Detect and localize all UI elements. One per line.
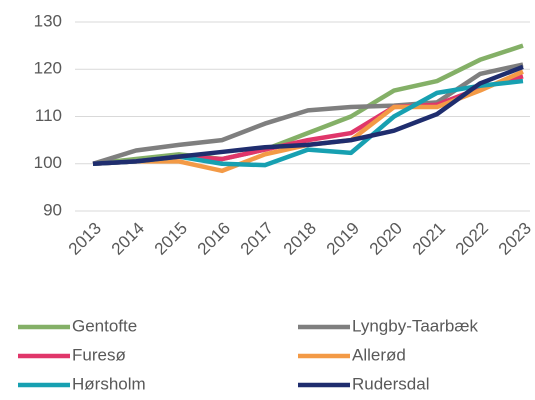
y-tick-label: 100 [34, 153, 62, 172]
x-tick-label: 2014 [108, 219, 148, 259]
x-tick-label: 2015 [151, 219, 191, 259]
series-line [92, 43, 524, 166]
series-line [92, 64, 524, 166]
x-tick-label: 2017 [237, 219, 277, 259]
legend-label: Gentofte [72, 316, 137, 335]
x-tick-label: 2021 [409, 219, 449, 259]
y-tick-label: 90 [43, 200, 62, 219]
series-line [92, 78, 524, 168]
legend-label: Furesø [72, 345, 126, 364]
legend-label: Allerød [352, 345, 406, 364]
y-tick-label: 110 [35, 106, 62, 125]
x-tick-label: 2022 [452, 219, 492, 259]
x-tick-label: 2020 [366, 219, 406, 259]
legend-label: Hørsholm [72, 374, 146, 393]
y-tick-label: 130 [34, 11, 62, 30]
legend-label: Lyngby-Taarbæk [352, 316, 478, 335]
legend-label: Rudersdal [352, 374, 430, 393]
x-tick-label: 2016 [194, 219, 234, 259]
x-tick-label: 2013 [65, 219, 105, 259]
x-tick-label: 2023 [495, 219, 535, 259]
x-tick-label: 2018 [280, 219, 320, 259]
series-line [92, 62, 524, 166]
x-tick-label: 2019 [323, 219, 363, 259]
y-tick-label: 120 [34, 59, 62, 78]
